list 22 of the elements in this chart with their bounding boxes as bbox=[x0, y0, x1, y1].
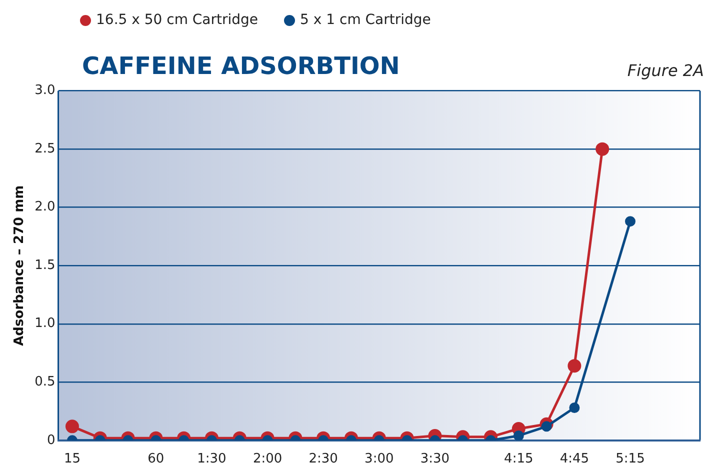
legend-label: 16.5 x 50 cm Cartridge bbox=[96, 12, 258, 28]
x-tick-label: 15 bbox=[64, 452, 80, 467]
legend-label: 5 x 1 cm Cartridge bbox=[300, 12, 431, 28]
x-tick-label: 1:30 bbox=[197, 452, 226, 467]
chart-title: CAFFEINE ADSORBTION bbox=[82, 52, 400, 80]
x-tick-label: 2:00 bbox=[252, 452, 282, 467]
x-tick-label: 4:15 bbox=[504, 452, 534, 467]
y-axis-title: Adsorbance – 270 mm bbox=[12, 185, 28, 346]
x-tick-label: 5:15 bbox=[616, 452, 645, 467]
y-tick-label: 1.5 bbox=[34, 258, 56, 273]
x-tick-label: 2:30 bbox=[308, 452, 338, 467]
x-tick-label: 60 bbox=[148, 452, 164, 467]
caption: Figure 2A bbox=[627, 61, 704, 80]
y-tick-label: 2.5 bbox=[34, 141, 56, 156]
y-tick-label: 2.0 bbox=[34, 200, 56, 215]
x-tick-label: 3:00 bbox=[364, 452, 394, 467]
y-tick-label: 0 bbox=[46, 432, 56, 448]
y-tick-label: 1.0 bbox=[34, 316, 56, 332]
x-tick-label: 4:45 bbox=[560, 452, 590, 467]
y-tick-label: 0.5 bbox=[34, 374, 56, 390]
y-tick-label: 3.0 bbox=[34, 83, 56, 98]
x-tick-label: 3:30 bbox=[420, 452, 450, 467]
